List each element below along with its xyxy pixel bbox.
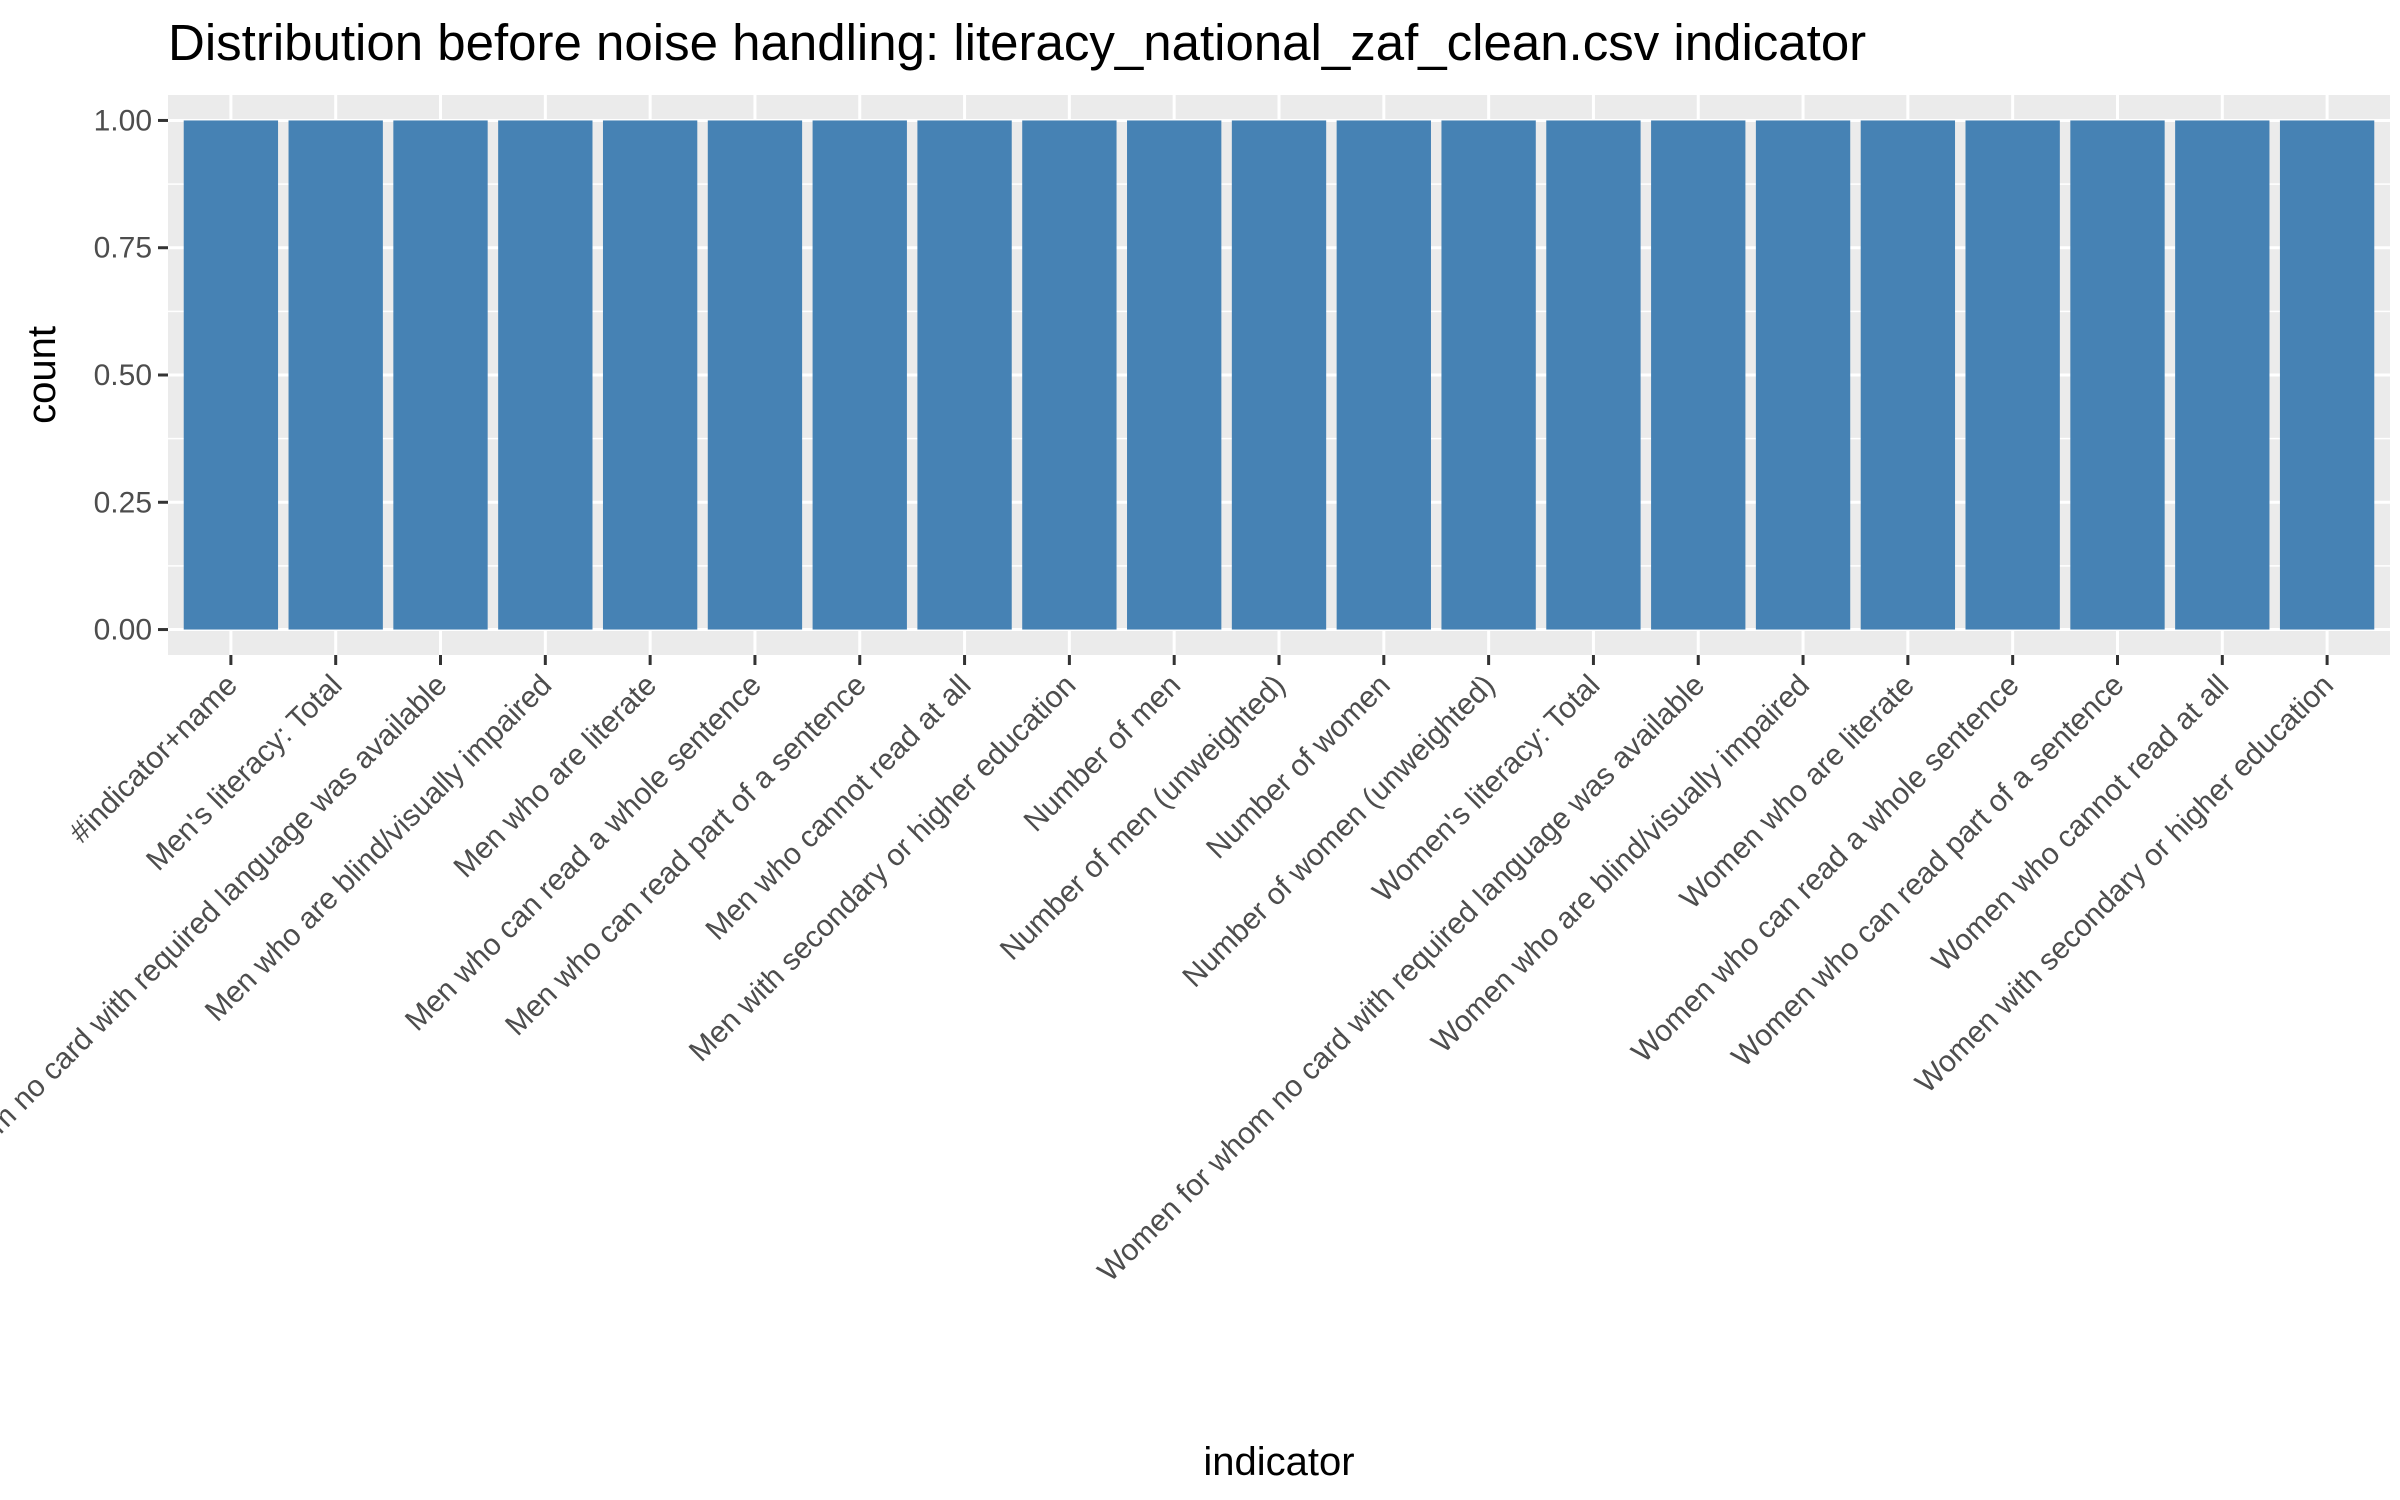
bar [1860,120,1956,630]
bar [812,120,907,630]
x-tick-label: Women who are blind/visually impaired [1425,669,1816,1060]
bar [1231,120,1327,630]
bar [707,120,803,630]
bar [917,120,1012,630]
bar [1022,120,1117,630]
y-axis-title: count [20,326,64,424]
y-tick-label: 0.00 [94,614,152,647]
bar [183,120,279,630]
chart-title: Distribution before noise handling: lite… [168,14,1866,71]
bar [2070,120,2165,630]
x-axis-title: indicator [1203,1440,1354,1484]
bar [2279,120,2375,630]
bar [1546,120,1641,630]
y-tick-label: 0.75 [94,232,152,265]
x-tick-label: Men's literacy: Total [140,669,349,878]
bar [1651,120,1746,630]
x-tick-label: Women who can read part of a sentence [1725,669,2130,1074]
bar [393,120,488,630]
bar [602,120,698,630]
y-tick-label: 0.50 [94,359,152,392]
y-tick-label: 1.00 [94,104,152,137]
x-tick-label: Number of women [1200,669,1397,866]
y-tick-label: 0.25 [94,486,152,519]
bar [1965,120,2060,630]
bar [1441,120,1536,630]
x-tick-label: Women who can read a whole sentence [1625,669,2025,1069]
x-tick-label: Men who are literate [448,669,664,885]
x-tick-label: Men with secondary or higher education [683,669,1083,1069]
bar [1127,120,1222,630]
bar [288,120,383,630]
y-axis: 0.00 0.25 0.50 0.75 1.00 [94,104,168,647]
bars [183,120,2375,630]
x-tick-label: Men who can read part of a sentence [499,669,873,1043]
bar [1336,120,1431,630]
bar [1755,120,1851,630]
bar [498,120,593,630]
bar [2175,120,2270,630]
x-tick-label: Men for whom no card with required langu… [0,669,453,1257]
